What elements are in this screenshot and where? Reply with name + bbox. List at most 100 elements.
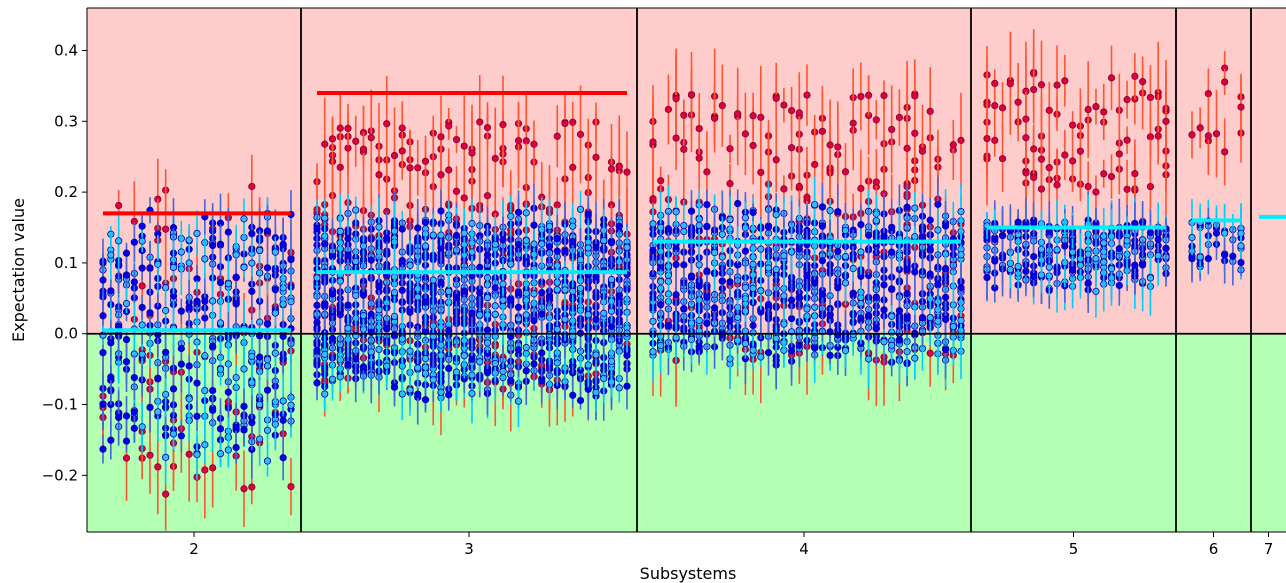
blue-point xyxy=(530,221,538,229)
cyan-point xyxy=(398,390,406,398)
blue-point xyxy=(607,239,616,247)
blue-point xyxy=(452,231,461,240)
cyan-point xyxy=(240,215,248,223)
cyan-point xyxy=(507,260,515,268)
red-point xyxy=(787,144,796,152)
cyan-point xyxy=(468,248,476,256)
blue-point xyxy=(321,300,329,309)
blue-point xyxy=(99,400,107,408)
cyan-point xyxy=(607,307,616,315)
red-point xyxy=(880,91,888,100)
blue-point xyxy=(216,240,225,248)
blue-point xyxy=(359,291,368,299)
cyan-point xyxy=(177,248,185,256)
blue-point xyxy=(146,403,154,411)
cyan-point xyxy=(584,244,592,252)
red-point xyxy=(803,193,811,201)
blue-point xyxy=(177,360,185,368)
blue-point xyxy=(623,351,631,360)
red-point xyxy=(375,171,383,179)
red-point xyxy=(772,156,780,164)
cyan-point xyxy=(240,263,248,271)
red-point xyxy=(154,463,162,471)
cyan-point xyxy=(328,375,337,383)
red-point xyxy=(657,177,665,185)
blue-point xyxy=(263,386,272,394)
red-point xyxy=(452,187,461,195)
red-point xyxy=(398,147,406,155)
red-point xyxy=(359,145,368,153)
blue-point xyxy=(576,396,585,405)
cyan-point xyxy=(460,352,468,360)
red-point xyxy=(514,137,523,145)
blue-point xyxy=(107,339,115,347)
cyan-point xyxy=(491,310,499,318)
red-point xyxy=(849,119,857,127)
red-point xyxy=(383,120,391,128)
blue-point xyxy=(538,310,546,318)
red-point xyxy=(209,464,217,472)
red-point xyxy=(336,163,344,171)
blue-point xyxy=(279,240,287,248)
red-point xyxy=(201,466,209,474)
cyan-point xyxy=(499,367,507,375)
blue-point xyxy=(553,247,561,255)
blue-point xyxy=(185,362,193,370)
blue-point xyxy=(209,386,217,395)
red-point xyxy=(352,137,360,145)
blue-point xyxy=(445,364,453,373)
red-point xyxy=(406,164,414,172)
cyan-point xyxy=(263,457,272,465)
negative-region xyxy=(87,333,1286,532)
cyan-point xyxy=(514,397,523,405)
blue-point xyxy=(514,303,523,311)
red-point xyxy=(162,225,170,233)
cyan-point xyxy=(499,280,507,288)
red-point xyxy=(553,201,561,209)
red-point xyxy=(185,450,193,458)
cyan-point xyxy=(592,351,600,359)
red-point xyxy=(499,121,507,129)
red-point xyxy=(115,201,123,210)
blue-point xyxy=(138,264,146,272)
red-point xyxy=(623,168,631,176)
cyan-point xyxy=(271,309,279,317)
red-point xyxy=(857,184,865,193)
cyan-point xyxy=(414,364,422,372)
blue-point xyxy=(122,335,131,344)
red-point xyxy=(726,145,734,153)
red-point xyxy=(811,160,819,169)
red-point xyxy=(367,134,375,142)
cyan-point xyxy=(185,236,193,244)
blue-point xyxy=(367,310,375,318)
blue-point xyxy=(193,379,201,387)
blue-point xyxy=(538,377,546,385)
blue-point xyxy=(232,273,240,281)
red-point xyxy=(336,124,344,132)
blue-point xyxy=(169,385,178,393)
cyan-point xyxy=(406,347,414,355)
cyan-point xyxy=(476,358,484,366)
blue-point xyxy=(507,377,515,385)
cyan-point xyxy=(201,441,209,449)
blue-point xyxy=(138,222,146,230)
blue-point xyxy=(313,301,321,309)
red-point xyxy=(561,119,569,127)
cyan-point xyxy=(421,355,430,363)
blue-point xyxy=(476,263,484,271)
blue-point xyxy=(321,240,329,248)
blue-point xyxy=(522,367,530,375)
red-point xyxy=(452,135,461,144)
red-point xyxy=(522,137,530,145)
red-point xyxy=(818,127,827,135)
blue-point xyxy=(344,251,352,260)
blue-point xyxy=(468,356,476,364)
cyan-point xyxy=(600,236,608,245)
red-point xyxy=(421,157,430,165)
blue-point xyxy=(224,228,232,236)
red-point xyxy=(749,112,757,120)
cyan-point xyxy=(263,362,272,370)
cyan-point xyxy=(352,257,360,266)
blue-point xyxy=(584,210,592,218)
